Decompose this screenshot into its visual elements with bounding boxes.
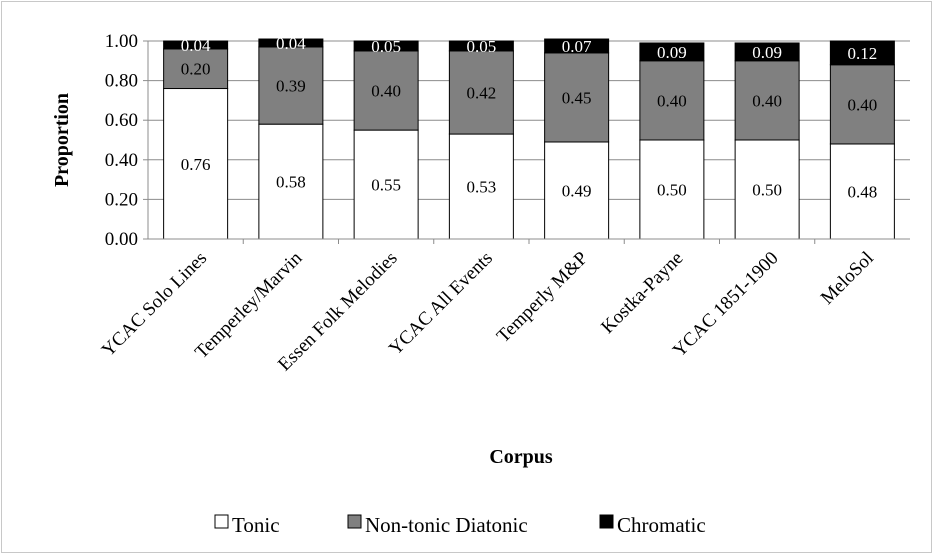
- data-label: 0.12: [848, 44, 878, 63]
- legend-swatch: [214, 514, 229, 529]
- bar-segment: [639, 42, 705, 62]
- legend: Tonic Non-tonic Diatonic Chromatic: [214, 513, 706, 537]
- y-axis-title: Proportion: [51, 93, 73, 187]
- bar-segment: [734, 42, 800, 62]
- y-tick-label: 1.00: [105, 31, 138, 52]
- x-tick-label: YCAC All Events: [385, 248, 497, 360]
- x-tick-label: YCAC 1851-1900: [669, 248, 783, 362]
- bar-segment: [734, 60, 800, 141]
- y-tick-label: 0.20: [105, 189, 138, 210]
- data-label: 0.05: [371, 37, 401, 56]
- bar-segment: [353, 50, 419, 131]
- legend-label: Tonic: [232, 513, 280, 537]
- data-label: 0.20: [181, 60, 211, 79]
- data-label: 0.09: [657, 43, 687, 62]
- data-label: 0.39: [276, 77, 306, 96]
- bar-segment: [448, 133, 514, 240]
- data-label: 0.55: [371, 176, 401, 195]
- bar-segment: [639, 139, 705, 240]
- data-label: 0.42: [467, 83, 497, 102]
- bar-segment: [544, 52, 610, 143]
- data-label: 0.48: [848, 182, 878, 201]
- data-label: 0.50: [752, 181, 782, 200]
- x-tick-label: Kostka-Payne: [597, 248, 687, 338]
- data-label: 0.05: [467, 37, 497, 56]
- data-label: 0.49: [562, 181, 592, 200]
- data-label: 0.45: [562, 88, 592, 107]
- data-label: 0.53: [467, 178, 497, 197]
- bar-segment: [163, 40, 229, 50]
- bars: [163, 38, 895, 240]
- bar-segment: [353, 40, 419, 52]
- bar-segment: [734, 139, 800, 240]
- legend-label: Non-tonic Diatonic: [365, 513, 528, 537]
- x-axis-title: Corpus: [489, 446, 553, 468]
- data-label: 0.07: [562, 37, 592, 56]
- bar-segment: [829, 64, 895, 145]
- bar-segment: [353, 129, 419, 240]
- data-label: 0.58: [276, 173, 306, 192]
- x-tick-label: Temperly M&P: [493, 248, 592, 347]
- bar-segment: [258, 38, 324, 48]
- data-label: 0.04: [181, 36, 211, 55]
- data-label: 0.09: [752, 43, 782, 62]
- bar-segment: [639, 60, 705, 141]
- data-label: 0.40: [657, 91, 687, 110]
- bar-segment: [544, 38, 610, 54]
- data-label: 0.50: [657, 181, 687, 200]
- bar-segment: [258, 123, 324, 240]
- y-tick-label: 0.80: [105, 71, 138, 92]
- bar-segment: [829, 40, 895, 66]
- y-tick-label: 0.60: [105, 110, 138, 131]
- bar-segment: [163, 88, 229, 240]
- legend-label: Chromatic: [617, 513, 706, 537]
- data-label: 0.40: [752, 91, 782, 110]
- bar-segment: [448, 50, 514, 135]
- bar-segment: [448, 40, 514, 52]
- x-tick-label: MeloSol: [817, 248, 878, 309]
- y-tick-label: 0.40: [105, 150, 138, 171]
- data-labels: 0.76 0.20 0.04 0.58 0.39 0.04 0.55 0.40 0.05 0.53…: [181, 34, 878, 201]
- y-tick-label: 0.00: [105, 229, 138, 250]
- legend-swatch: [347, 514, 362, 529]
- bar-segment: [163, 48, 229, 90]
- data-label: 0.40: [848, 95, 878, 114]
- bar-segment: [829, 143, 895, 240]
- legend-swatch: [599, 514, 614, 529]
- bar-segment: [258, 46, 324, 125]
- data-label: 0.40: [371, 82, 401, 101]
- data-label: 0.76: [181, 155, 211, 174]
- data-label: 0.04: [276, 34, 306, 53]
